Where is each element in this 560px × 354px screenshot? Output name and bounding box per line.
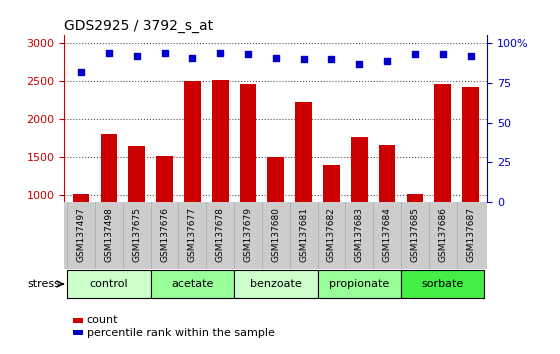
- Bar: [234, 270, 318, 298]
- Text: GSM137682: GSM137682: [327, 207, 336, 262]
- Text: GSM137681: GSM137681: [299, 207, 308, 262]
- Text: GSM137680: GSM137680: [271, 207, 281, 262]
- Point: [160, 50, 169, 56]
- Text: stress: stress: [27, 279, 60, 289]
- Point: [410, 52, 419, 57]
- Point: [216, 50, 225, 56]
- Point: [188, 55, 197, 61]
- Bar: [101, 134, 117, 270]
- Text: GSM137684: GSM137684: [382, 207, 391, 262]
- Point: [382, 58, 391, 64]
- Point: [299, 56, 308, 62]
- Bar: [128, 146, 145, 270]
- Bar: [462, 87, 479, 270]
- Bar: [151, 270, 234, 298]
- Bar: [73, 194, 90, 270]
- Text: benzoate: benzoate: [250, 279, 302, 289]
- Text: GSM137679: GSM137679: [244, 207, 253, 262]
- Point: [438, 52, 447, 57]
- Bar: [323, 165, 340, 270]
- Text: sorbate: sorbate: [422, 279, 464, 289]
- Text: propionate: propionate: [329, 279, 389, 289]
- Text: GDS2925 / 3792_s_at: GDS2925 / 3792_s_at: [64, 19, 213, 33]
- Point: [355, 61, 364, 67]
- Bar: [379, 144, 395, 270]
- Bar: [212, 80, 228, 270]
- Text: GSM137676: GSM137676: [160, 207, 169, 262]
- Text: GSM137687: GSM137687: [466, 207, 475, 262]
- Point: [244, 52, 253, 57]
- Point: [466, 53, 475, 59]
- Point: [327, 56, 336, 62]
- Bar: [435, 84, 451, 270]
- Bar: [318, 270, 401, 298]
- Text: control: control: [90, 279, 128, 289]
- Text: GSM137685: GSM137685: [410, 207, 419, 262]
- Point: [132, 53, 141, 59]
- Bar: [295, 102, 312, 270]
- Text: GSM137686: GSM137686: [438, 207, 447, 262]
- Point: [271, 55, 280, 61]
- Bar: [184, 81, 200, 270]
- Bar: [67, 270, 151, 298]
- Point: [77, 69, 86, 75]
- Bar: [401, 270, 484, 298]
- Point: [104, 50, 113, 56]
- Text: GSM137498: GSM137498: [104, 207, 114, 262]
- Bar: [240, 84, 256, 270]
- Text: GSM137678: GSM137678: [216, 207, 225, 262]
- Text: GSM137683: GSM137683: [354, 207, 364, 262]
- Text: GSM137675: GSM137675: [132, 207, 141, 262]
- Bar: [407, 194, 423, 270]
- Text: percentile rank within the sample: percentile rank within the sample: [87, 328, 274, 338]
- Bar: [268, 157, 284, 270]
- Text: GSM137677: GSM137677: [188, 207, 197, 262]
- Text: count: count: [87, 315, 118, 325]
- Text: acetate: acetate: [171, 279, 213, 289]
- Bar: [351, 137, 367, 270]
- Bar: [156, 156, 173, 270]
- Text: GSM137497: GSM137497: [77, 207, 86, 262]
